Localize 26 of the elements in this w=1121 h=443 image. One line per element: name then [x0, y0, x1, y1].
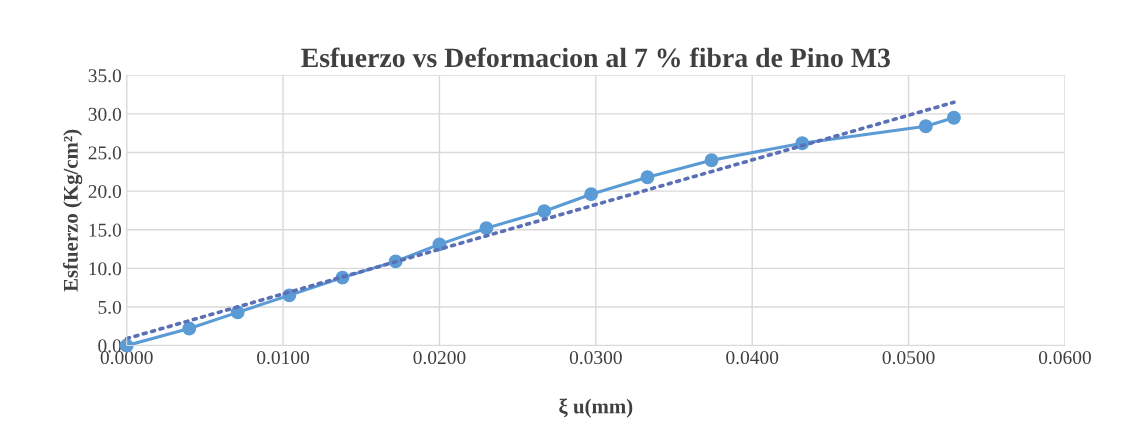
y-tick-label: 30.0	[88, 107, 122, 121]
point	[182, 321, 197, 336]
point	[640, 170, 655, 185]
y-tick-label: 0.0	[98, 339, 122, 353]
x-tick-label: 0.0400	[726, 350, 779, 365]
point	[918, 119, 933, 134]
chart-title: Esfuerzo vs Deformacion al 7 % fibra de Pino M3	[301, 47, 890, 68]
y-tick-label: 10.0	[89, 262, 122, 276]
x-tick-label: 0.0600	[1038, 350, 1091, 365]
x-tick-label: 0.0100	[257, 350, 310, 365]
point	[704, 153, 719, 168]
x-tick-label: 0.0500	[882, 350, 935, 365]
y-tick-label: 35.0	[88, 69, 122, 83]
x-tick-label: 0.0200	[413, 350, 466, 365]
x-tick-label: 0.0000	[100, 350, 153, 365]
x-axis-title: ξ u(mm)	[559, 398, 633, 418]
point	[946, 110, 961, 125]
point	[537, 204, 552, 219]
point	[479, 221, 494, 236]
y-tick-label: 15.0	[89, 223, 122, 237]
y-axis-title: Esfuerzo (Kg/cm²)	[62, 129, 83, 292]
y-tick-label: 5.0	[98, 300, 122, 314]
x-tick-label: 0.0300	[569, 350, 622, 365]
y-tick-label: 20.0	[88, 184, 122, 199]
point	[584, 187, 599, 202]
y-tick-label: 25.0	[88, 146, 122, 160]
